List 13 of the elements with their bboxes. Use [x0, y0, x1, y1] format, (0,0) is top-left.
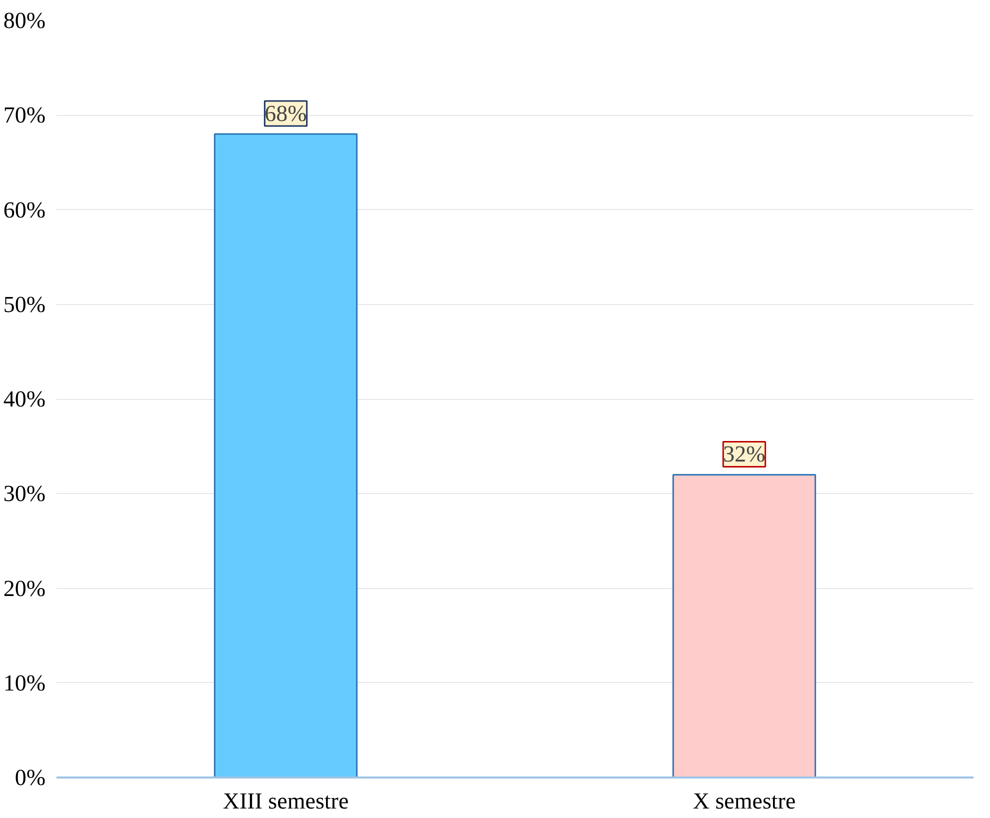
- x-tick-label: X semestre: [692, 788, 796, 814]
- y-tick-label: 20%: [3, 576, 46, 601]
- y-tick-label: 70%: [3, 102, 46, 128]
- y-tick-label: 0%: [14, 765, 46, 790]
- y-tick-label: 80%: [3, 8, 46, 33]
- data-label: 68%: [264, 101, 307, 126]
- y-tick-label: 50%: [3, 292, 46, 317]
- y-tick-label: 40%: [3, 386, 46, 412]
- data-label: 32%: [723, 442, 766, 467]
- x-tick-label: XIII semestre: [222, 788, 349, 814]
- y-tick-label: 30%: [3, 481, 46, 506]
- y-tick-label: 60%: [3, 197, 46, 222]
- y-tick-label: 10%: [3, 670, 46, 696]
